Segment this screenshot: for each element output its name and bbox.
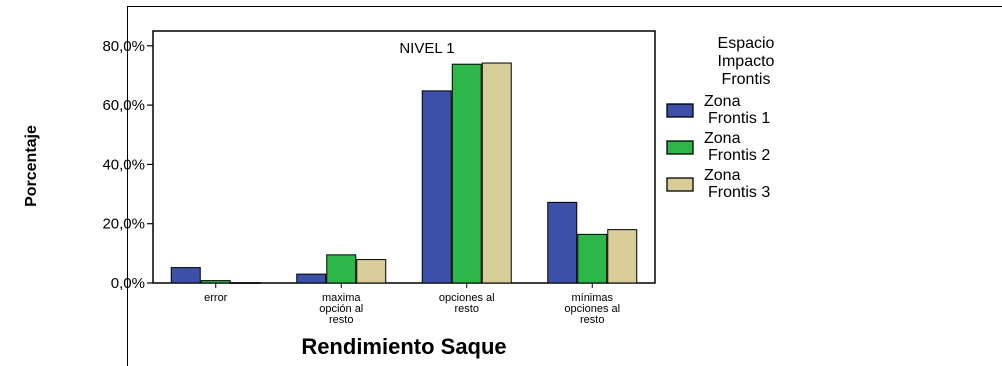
legend-label: Zona bbox=[704, 130, 741, 147]
x-axis-label: Rendimiento Saque bbox=[301, 334, 506, 359]
legend-swatch bbox=[666, 140, 694, 155]
legend-label: Frontis 3 bbox=[708, 184, 770, 201]
y-axis-label: Porcentaje bbox=[23, 125, 40, 207]
y-tick-label: 0,0% bbox=[111, 275, 145, 292]
x-tick-label: opciones al bbox=[564, 303, 620, 315]
y-tick-label: 60,0% bbox=[102, 97, 145, 114]
chart-title: NIVEL 1 bbox=[399, 40, 454, 57]
y-tick-label: 40,0% bbox=[102, 156, 145, 173]
plot-area bbox=[152, 30, 656, 284]
x-tick-label: error bbox=[204, 292, 228, 304]
x-tick-label: resto bbox=[455, 303, 479, 315]
bar bbox=[356, 259, 387, 284]
bar bbox=[607, 229, 638, 284]
x-tick-label: opción al bbox=[319, 303, 363, 315]
legend-title: Espacio bbox=[718, 35, 775, 52]
legend-label: Frontis 1 bbox=[708, 110, 770, 127]
bar bbox=[230, 282, 261, 284]
x-tick-label: opciones al bbox=[439, 292, 495, 304]
y-ticks: 0,0% 20,0% 40,0% 60,0% 80,0% bbox=[102, 38, 153, 292]
bars bbox=[170, 62, 638, 284]
y-tick-label: 20,0% bbox=[102, 216, 145, 233]
chart-frame bbox=[127, 6, 1002, 366]
legend-label: Frontis 2 bbox=[708, 147, 770, 164]
bar bbox=[481, 62, 512, 284]
axes bbox=[152, 30, 656, 284]
x-tick-label: maxima bbox=[322, 292, 361, 304]
bar bbox=[326, 254, 357, 284]
legend-label: Zona bbox=[704, 167, 741, 184]
y-tick-label: 80,0% bbox=[102, 38, 145, 55]
x-tick-label: mínimas bbox=[571, 292, 613, 304]
bar bbox=[200, 280, 231, 284]
bar bbox=[577, 233, 608, 284]
legend-title: Frontis bbox=[722, 71, 771, 88]
legend-label: Zona bbox=[704, 93, 741, 110]
bar bbox=[170, 267, 201, 284]
bar bbox=[547, 201, 578, 284]
legend-swatch bbox=[666, 103, 694, 118]
legend-swatch bbox=[666, 177, 694, 192]
bar bbox=[451, 63, 482, 284]
bar bbox=[421, 90, 452, 284]
bar bbox=[296, 273, 327, 284]
x-tick-label: resto bbox=[580, 314, 604, 326]
x-tick-label: resto bbox=[329, 314, 353, 326]
legend-title: Impacto bbox=[718, 53, 775, 70]
